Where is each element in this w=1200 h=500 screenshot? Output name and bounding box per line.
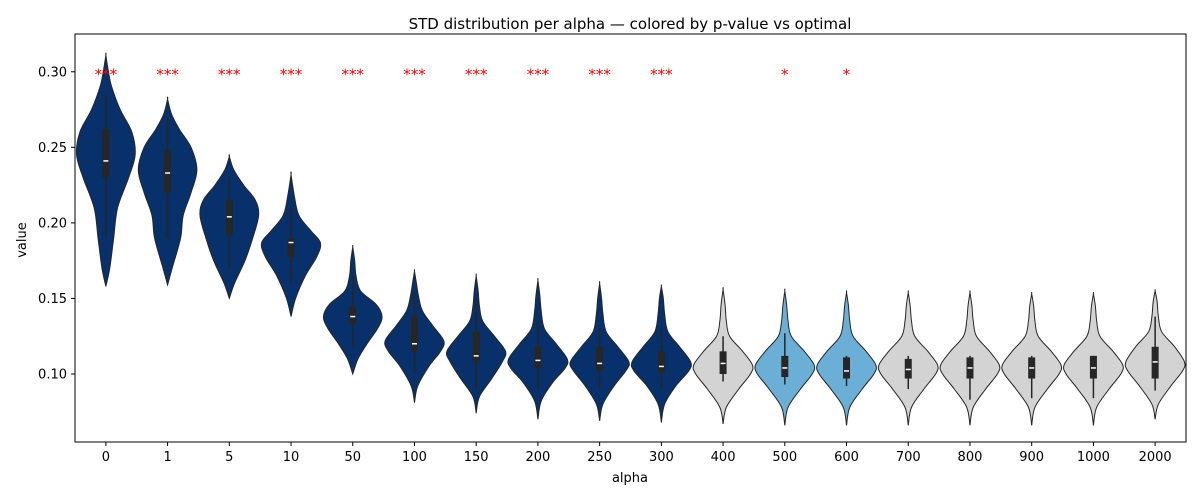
x-tick-label: 10	[283, 450, 300, 465]
violin-iqr-box	[596, 346, 604, 371]
x-tick-label: 50	[344, 450, 361, 465]
significance-label: ***	[527, 65, 550, 83]
y-tick-label: 0.15	[38, 292, 67, 307]
violin-iqr-box	[472, 331, 480, 362]
violin-10	[260, 171, 322, 317]
x-tick-label: 5	[225, 450, 233, 465]
violin-iqr-box	[1151, 346, 1159, 379]
plot-area: *** *** *** *** *** *** *** *** *** *** * *0 1 5 10 50 1…	[38, 33, 1187, 465]
violin-200	[507, 277, 569, 420]
violin-600	[816, 290, 877, 426]
violin-400	[692, 286, 754, 424]
significance-label: ***	[95, 65, 118, 83]
violin-iqr-box	[164, 150, 172, 193]
violin-iqr-box	[287, 238, 295, 258]
x-tick-label: 1	[163, 450, 171, 465]
violin-iqr-box	[719, 351, 727, 374]
x-tick-label: 100	[402, 450, 427, 465]
x-tick-label: 250	[587, 450, 612, 465]
x-tick-label: 0	[102, 450, 110, 465]
chart-title: STD distribution per alpha — colored by …	[409, 15, 852, 33]
significance-label: ***	[650, 65, 673, 83]
x-tick-label: 600	[834, 450, 859, 465]
significance-label: *	[781, 65, 789, 83]
y-tick-label: 0.30	[38, 65, 67, 80]
violin-iqr-box	[781, 355, 789, 378]
significance-label: ***	[342, 65, 365, 83]
violin-300	[630, 284, 692, 423]
violin-iqr-box	[102, 129, 110, 178]
x-tick-label: 150	[464, 450, 489, 465]
y-tick-label: 0.10	[38, 368, 67, 383]
violin-50	[322, 244, 383, 376]
significance-label: ***	[156, 65, 179, 83]
x-tick-label: 900	[1019, 450, 1044, 465]
violin-iqr-box	[349, 306, 357, 325]
y-axis-label: value	[15, 222, 30, 258]
x-tick-label: 500	[772, 450, 797, 465]
violin-iqr-box	[225, 200, 233, 235]
violin-0	[75, 52, 136, 287]
violin-250	[569, 280, 630, 421]
x-tick-label: 800	[958, 450, 983, 465]
violin-800	[939, 290, 1001, 426]
significance-label: ***	[280, 65, 303, 83]
significance-label: ***	[403, 65, 426, 83]
y-tick-label: 0.25	[38, 141, 67, 156]
violin-2000	[1124, 289, 1186, 420]
violin-900	[1001, 291, 1063, 426]
violin-iqr-box	[657, 351, 665, 373]
y-tick-label: 0.20	[38, 216, 67, 231]
x-tick-label: 300	[649, 450, 674, 465]
significance-label: ***	[218, 65, 241, 83]
violin-700	[877, 290, 939, 426]
x-tick-label: 2000	[1139, 450, 1172, 465]
violin-iqr-box	[410, 316, 418, 352]
significance-label: *	[843, 65, 851, 83]
violin-100	[384, 269, 445, 403]
x-tick-label: 400	[711, 450, 736, 465]
violin-iqr-box	[904, 358, 912, 379]
violin-500	[754, 288, 816, 426]
x-tick-label: 200	[526, 450, 551, 465]
violin-1000	[1063, 291, 1124, 426]
violin-iqr-box	[843, 357, 851, 379]
violin-1	[137, 96, 198, 287]
x-tick-label: 700	[896, 450, 921, 465]
violin-5	[199, 154, 260, 300]
x-tick-label: 1000	[1077, 450, 1110, 465]
violin-iqr-box	[1089, 355, 1097, 379]
violin-iqr-box	[534, 346, 542, 368]
significance-label: ***	[465, 65, 488, 83]
plot-frame	[74, 33, 1187, 443]
x-axis-label: alpha	[612, 471, 648, 486]
significance-label: ***	[588, 65, 611, 83]
violin-150	[446, 273, 507, 414]
